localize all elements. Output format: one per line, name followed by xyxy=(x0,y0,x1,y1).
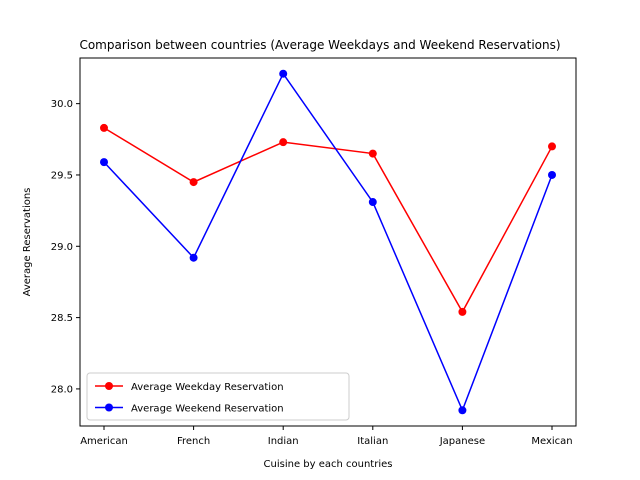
series-markers xyxy=(100,69,556,415)
y-tick-label: 30.0 xyxy=(51,99,73,110)
y-tick-label: 29.0 xyxy=(51,242,73,253)
y-tick-label: 29.5 xyxy=(51,170,73,181)
x-tick-label: French xyxy=(177,436,210,447)
legend-marker xyxy=(105,403,113,412)
chart-title: Comparison between countries (Average We… xyxy=(79,38,560,52)
data-point xyxy=(548,170,556,179)
y-axis-label: Average Reservations xyxy=(22,188,33,297)
x-tick-label: Mexican xyxy=(531,436,572,447)
data-point xyxy=(548,142,556,151)
series-lines xyxy=(103,72,553,413)
series-line-0 xyxy=(103,127,553,314)
data-point xyxy=(189,253,198,262)
data-point xyxy=(458,406,467,415)
x-tick-label: Indian xyxy=(268,436,299,447)
legend-entry: Average Weekday Reservation xyxy=(131,382,284,393)
x-axis-ticks: American French Indian Italian Japanese Mexic… xyxy=(80,426,573,447)
data-point xyxy=(368,149,377,158)
legend-entry: Average Weekend Reservation xyxy=(131,404,284,415)
y-tick-label: 28.5 xyxy=(51,313,73,324)
data-point xyxy=(100,158,108,167)
data-point xyxy=(458,307,467,316)
data-point xyxy=(368,198,377,207)
series-line-1 xyxy=(103,72,553,413)
plot-area-frame xyxy=(79,57,577,427)
data-point xyxy=(100,123,108,132)
x-tick-label: Italian xyxy=(357,436,388,447)
data-point xyxy=(189,178,198,187)
data-point xyxy=(279,69,288,78)
legend-box xyxy=(86,372,350,421)
legend-marker xyxy=(105,382,113,390)
legend: Average Weekday Reservation Average Weeke… xyxy=(86,372,350,421)
y-tick-label: 28.0 xyxy=(51,384,73,395)
x-tick-label: American xyxy=(80,436,128,447)
x-axis-label: Cuisine by each countries xyxy=(264,459,393,470)
x-tick-label: Japanese xyxy=(439,436,485,447)
data-point xyxy=(279,138,288,147)
y-axis-ticks: 28.0 28.5 29.0 29.5 30.0 xyxy=(51,99,80,395)
